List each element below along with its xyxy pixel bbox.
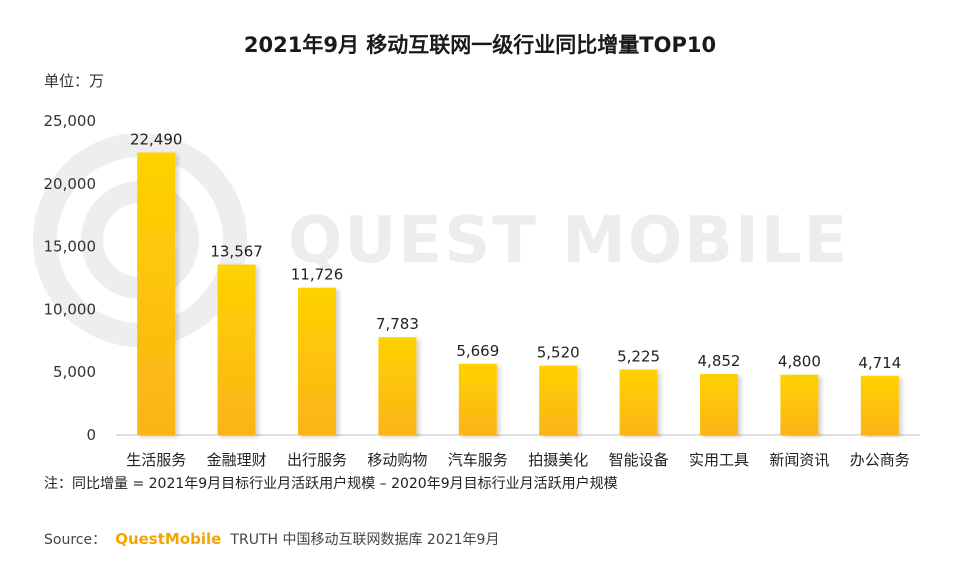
bar bbox=[860, 375, 899, 435]
bar bbox=[780, 374, 819, 435]
source-line: Source： QuestMobile TRUTH 中国移动互联网数据库 202… bbox=[44, 529, 499, 548]
bar bbox=[137, 152, 176, 435]
source-prefix: Source： bbox=[44, 532, 106, 548]
bar bbox=[378, 337, 417, 435]
bars bbox=[137, 152, 899, 435]
y-axis: 0 5,000 10,000 15,000 20,000 25,000 bbox=[44, 112, 97, 444]
data-label: 5,669 bbox=[456, 342, 499, 360]
source-brand: QuestMobile bbox=[115, 530, 221, 548]
x-tick-label: 汽车服务 bbox=[448, 451, 508, 469]
x-tick-label: 拍摄美化 bbox=[528, 451, 588, 469]
x-tick-label: 智能设备 bbox=[609, 451, 669, 469]
y-tick-label: 15,000 bbox=[44, 238, 97, 256]
x-tick-label: 实用工具 bbox=[689, 451, 749, 469]
data-label: 5,520 bbox=[537, 344, 580, 362]
chart-title: 2021年9月 移动互联网一级行业同比增量TOP10 bbox=[244, 33, 716, 57]
bar bbox=[619, 369, 658, 435]
value-labels: 22,490 13,567 11,726 7,783 5,669 5,520 5,225 4,… bbox=[130, 131, 901, 372]
unit-label: 单位：万 bbox=[44, 72, 104, 90]
data-label: 4,800 bbox=[778, 353, 821, 371]
bar bbox=[539, 365, 578, 435]
x-tick-label: 新闻资讯 bbox=[769, 451, 829, 469]
y-tick-label: 25,000 bbox=[44, 112, 97, 130]
y-tick-label: 10,000 bbox=[44, 300, 97, 318]
x-tick-label: 出行服务 bbox=[287, 451, 347, 469]
data-label: 22,490 bbox=[130, 131, 183, 149]
x-tick-label: 移动购物 bbox=[367, 451, 427, 469]
data-label: 11,726 bbox=[291, 266, 344, 284]
data-label: 4,714 bbox=[858, 354, 901, 372]
x-tick-label: 金融理财 bbox=[207, 451, 267, 469]
watermark-text: QUEST MOBILE bbox=[288, 204, 849, 278]
data-label: 7,783 bbox=[376, 315, 419, 333]
x-axis: 生活服务 金融理财 出行服务 移动购物 汽车服务 拍摄美化 智能设备 实用工具 新闻资讯 办公商务 bbox=[126, 451, 910, 469]
x-tick-label: 生活服务 bbox=[126, 451, 186, 469]
bar bbox=[298, 287, 336, 435]
bar bbox=[458, 363, 497, 435]
y-tick-label: 5,000 bbox=[53, 363, 96, 381]
bar bbox=[217, 264, 256, 435]
data-label: 4,852 bbox=[698, 352, 741, 370]
footnote: 注：同比增量 = 2021年9月目标行业月活跃用户规模 – 2020年9月目标行… bbox=[44, 475, 618, 492]
data-label: 5,225 bbox=[617, 347, 660, 365]
bar bbox=[700, 374, 738, 435]
y-tick-label: 0 bbox=[86, 426, 96, 444]
source-rest: TRUTH 中国移动互联网数据库 2021年9月 bbox=[229, 532, 499, 548]
x-tick-label: 办公商务 bbox=[850, 451, 910, 469]
y-tick-label: 20,000 bbox=[44, 175, 97, 193]
data-label: 13,567 bbox=[210, 243, 263, 261]
